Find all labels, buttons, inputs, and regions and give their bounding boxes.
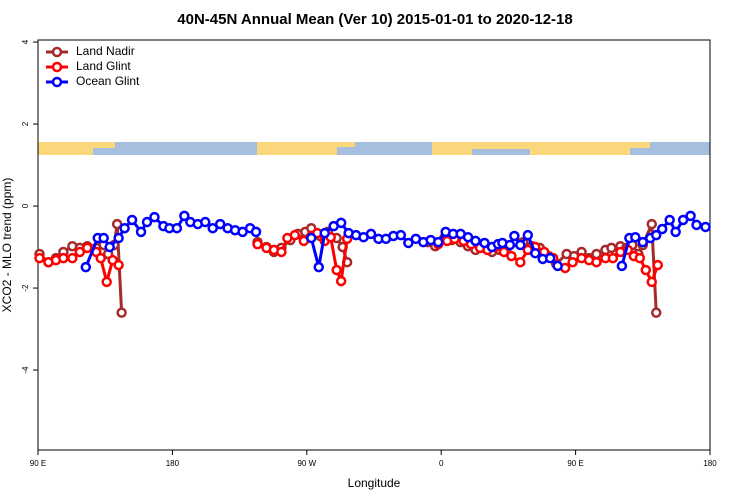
legend-label: Land Nadir [76,44,135,58]
data-point [101,276,112,288]
x-tick-label: 0 [439,459,444,468]
legend-label: Ocean Glint [76,74,140,88]
legend-marker [51,61,63,73]
land-ocean-strip [38,142,710,155]
data-point [685,210,696,222]
data-point [616,260,628,272]
data-point [34,252,45,264]
data-point [700,221,711,233]
data-point [149,211,160,223]
data-point [650,307,662,318]
data-point [515,256,526,268]
data-point [646,218,658,230]
data-point [470,235,481,247]
data-point [656,223,668,235]
data-point [179,210,190,222]
data-point [567,256,578,268]
data-point [640,264,652,276]
y-tick-label: 4 [21,39,30,44]
x-tick-label: 180 [703,459,717,468]
data-point [479,237,490,249]
data-point [80,261,92,273]
data-point [515,239,526,251]
data-point [74,246,86,258]
x-tick-label: 90 E [30,459,46,468]
data-point [171,222,183,234]
data-point [432,236,444,248]
data-point [670,226,681,238]
data-point [335,217,347,229]
x-tick-label: 180 [166,459,180,468]
data-point [113,259,124,271]
data-point [116,307,127,318]
data-point [98,232,109,244]
data-point [522,229,534,241]
x-tick-label: 90 E [567,459,583,468]
y-axis-label: XCO2 - MLO trend (ppm) [0,178,14,313]
data-point [403,237,414,249]
data-point [606,242,617,254]
plot-frame [37,39,711,451]
data-point [331,264,342,276]
data-point [67,252,78,264]
data-point [544,252,556,264]
legend-label: Land Glint [76,59,131,73]
data-point [506,250,517,262]
data-point [126,214,138,226]
data-point [634,252,646,264]
data-point [504,239,516,251]
data-point [395,229,407,241]
data-point [207,222,218,234]
y-tick-label: 2 [21,121,30,126]
data-point [289,229,301,241]
data-point [111,218,123,230]
data-point [630,231,641,243]
data-point [119,222,130,234]
data-point [677,214,689,226]
data-point [650,229,662,241]
data-point [58,252,69,264]
y-tick-label: 0 [21,203,30,208]
data-point [82,242,93,254]
y-tick-label: -2 [21,284,30,292]
data-point [141,216,153,228]
data-point [591,248,602,260]
legend-marker [51,46,63,58]
data-point [365,228,377,240]
data-point [276,246,287,258]
data-point [637,236,649,248]
data-point [552,260,563,272]
data-point [95,252,106,264]
x-tick-label: 90 W [297,459,316,468]
data-point [591,256,602,268]
data-point [664,214,675,226]
y-tick-label: -4 [21,366,30,374]
data-point [135,226,147,238]
data-point [509,230,520,242]
data-point [607,252,619,264]
x-axis-label: Longitude [348,476,401,490]
data-point [306,232,317,244]
data-point [652,259,663,271]
data-point [104,241,115,253]
data-point [113,232,124,244]
data-point [250,226,262,238]
data-point [646,276,658,288]
data-point [691,219,702,231]
data-point [335,275,347,287]
chart-title: 40N-45N Annual Mean (Ver 10) 2015-01-01 … [177,11,572,28]
legend-marker [51,76,63,88]
data-point [530,247,541,259]
data-point [313,261,324,273]
data-point [214,218,226,230]
data-point [319,227,330,239]
data-point [200,216,211,228]
data-point [252,238,263,250]
